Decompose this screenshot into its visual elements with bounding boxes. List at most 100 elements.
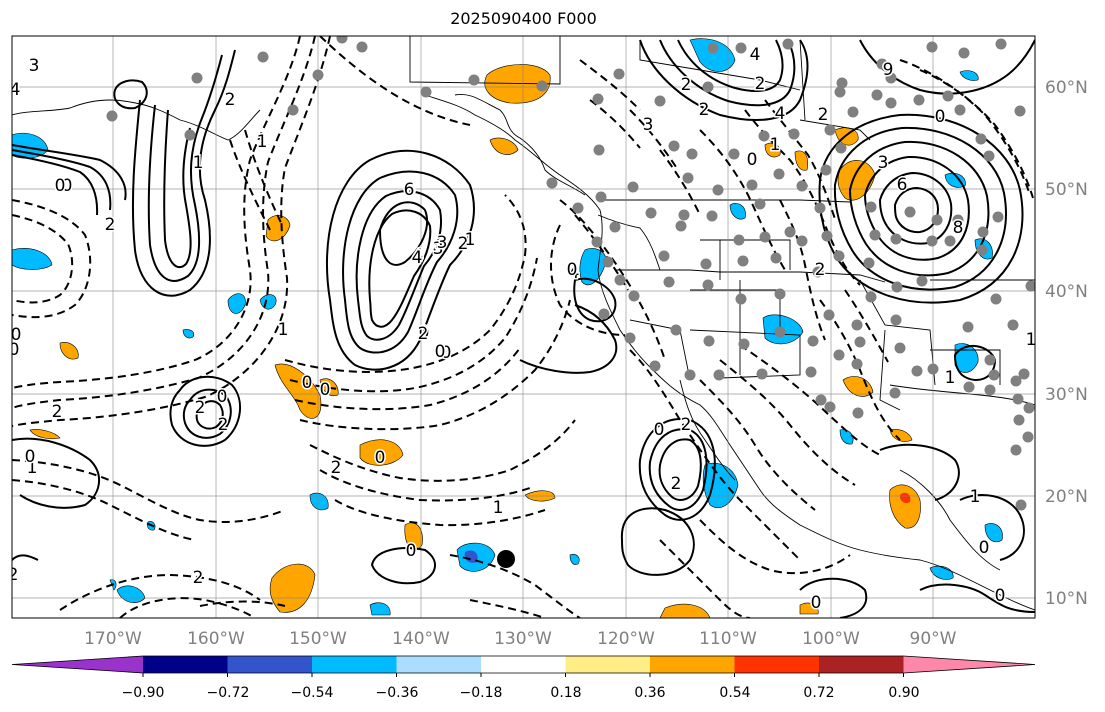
station-marker xyxy=(613,68,625,80)
contour-label: 3 xyxy=(433,239,444,259)
station-marker xyxy=(703,335,715,347)
station-marker xyxy=(976,244,988,256)
contour-label: 2 xyxy=(671,474,682,494)
station-marker xyxy=(891,281,903,293)
contour-label: 4 xyxy=(775,104,786,124)
positive-anomaly-patches xyxy=(29,64,921,618)
station-marker xyxy=(536,80,548,92)
station-marker xyxy=(1022,431,1034,443)
station-marker xyxy=(707,42,719,54)
contour-label: 4 xyxy=(569,263,580,283)
station-marker xyxy=(958,47,970,59)
station-marker xyxy=(737,255,749,267)
contour-label: 0 xyxy=(995,586,1006,606)
station-marker xyxy=(191,72,203,84)
station-marker xyxy=(770,252,782,264)
colorbar-tick-label: −0.18 xyxy=(460,685,503,701)
contour-label: 1 xyxy=(493,498,504,518)
longitude-labels: 170°W 160°W 150°W 140°W 130°W 120°W 110°… xyxy=(84,629,957,649)
station-marker xyxy=(890,314,902,326)
station-marker xyxy=(835,142,847,154)
contour-label: 0 xyxy=(935,107,946,127)
contour-label: 0 xyxy=(811,593,822,613)
station-marker xyxy=(728,148,740,160)
colorbar-tick-label: 0.90 xyxy=(888,685,919,701)
station-marker xyxy=(796,180,808,192)
station-marker xyxy=(645,207,657,219)
contour-label: 2 xyxy=(105,215,116,235)
station-marker xyxy=(336,36,348,44)
station-marker xyxy=(468,74,480,86)
contour-label: 3 xyxy=(878,153,889,173)
station-marker xyxy=(700,258,712,270)
colorbar-segment xyxy=(227,656,313,673)
station-marker xyxy=(926,235,938,247)
station-marker xyxy=(821,230,833,242)
station-marker xyxy=(1025,280,1035,292)
contour-label: 4 xyxy=(412,248,423,268)
station-marker xyxy=(675,220,687,232)
station-marker xyxy=(885,97,897,109)
contour-label: 4 xyxy=(750,45,761,65)
colorbar-tick-label: −0.90 xyxy=(122,685,165,701)
contour-label: 2 xyxy=(818,105,829,125)
station-marker xyxy=(854,336,866,348)
station-marker xyxy=(759,231,771,243)
colorbar-extend-min xyxy=(12,656,143,673)
dashed-contours xyxy=(12,36,1034,618)
station-marker xyxy=(904,206,916,218)
colorbar-tick-label: 0.72 xyxy=(803,685,834,701)
station-marker xyxy=(954,104,966,116)
station-marker xyxy=(815,394,827,406)
station-marker xyxy=(788,128,800,140)
solid-contours xyxy=(12,39,1035,618)
station-marker xyxy=(627,181,639,193)
contour-label: 0 xyxy=(375,448,386,468)
station-marker xyxy=(1010,444,1022,456)
station-marker xyxy=(824,124,836,136)
contour-label: 0 xyxy=(435,342,446,362)
lon-label: 120°W xyxy=(597,629,655,649)
contour-label: 4 xyxy=(10,80,21,100)
station-marker xyxy=(758,130,770,142)
colorbar-tick-label: 0.18 xyxy=(550,685,581,701)
contour-label: 1 xyxy=(1026,330,1037,350)
colorbar-segment xyxy=(734,656,820,673)
contour-label: 0 xyxy=(419,323,430,343)
station-marker xyxy=(746,179,758,191)
contour-label: 6 xyxy=(405,180,416,200)
lon-label: 150°W xyxy=(289,629,347,649)
station-marker xyxy=(869,229,881,241)
map-title: 2025090400 F000 xyxy=(450,9,597,28)
station-marker xyxy=(287,104,299,116)
station-marker xyxy=(796,235,808,247)
contour-label: 1 xyxy=(27,458,38,478)
station-marker xyxy=(1023,402,1035,414)
station-marker xyxy=(595,191,607,203)
contour-label: 2 xyxy=(195,398,206,418)
station-marker xyxy=(1010,375,1022,387)
contour-label: 0 xyxy=(441,343,452,363)
station-marker xyxy=(773,168,785,180)
station-marker xyxy=(927,363,939,375)
station-marker xyxy=(774,326,786,338)
map-frame xyxy=(11,35,1036,619)
station-marker xyxy=(834,86,846,98)
station-marker xyxy=(754,198,766,210)
colorbar-segment xyxy=(396,656,482,673)
contour-label: 6 xyxy=(897,175,908,195)
station-marker xyxy=(774,288,786,300)
station-marker xyxy=(184,129,196,141)
contour-label: 4 xyxy=(413,246,424,266)
station-marker xyxy=(975,133,987,145)
station-marker xyxy=(977,226,989,238)
station-marker xyxy=(602,256,614,268)
contour-label: 1 xyxy=(257,132,268,152)
station-marker xyxy=(668,140,680,152)
station-marker xyxy=(942,90,954,102)
station-marker xyxy=(735,293,747,305)
station-marker xyxy=(592,93,604,105)
contour-label: 0 xyxy=(979,538,990,558)
